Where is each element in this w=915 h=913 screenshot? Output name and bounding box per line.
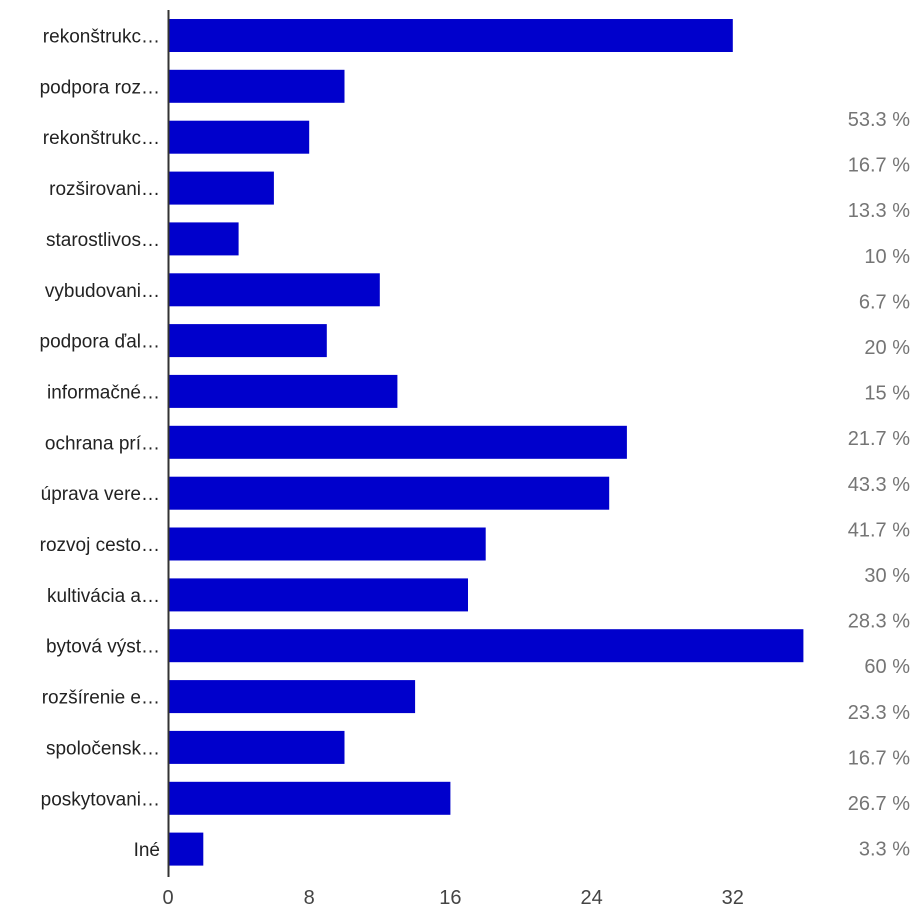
percent-label: 6.7 % (859, 291, 910, 313)
x-tick-label: 16 (439, 887, 461, 909)
bar (168, 629, 804, 663)
bar (168, 680, 416, 714)
x-tick-label: 24 (580, 887, 602, 909)
percent-label: 43.3 % (848, 474, 910, 496)
bar (168, 374, 398, 408)
percent-label: 41.7 % (848, 519, 910, 541)
bar (168, 730, 345, 764)
category-label: poskytovani… (41, 789, 160, 810)
category-label: rozširovani… (49, 179, 160, 200)
category-label: rekonštrukc… (43, 27, 160, 48)
category-labels: rekonštrukc… podpora roz… rekonštrukc… rozš… (40, 27, 160, 862)
percent-label: 16.7 % (848, 155, 910, 177)
bar (168, 222, 239, 256)
bar (168, 476, 610, 510)
x-tick-label: 32 (722, 887, 744, 909)
bar (168, 273, 380, 307)
bar (168, 578, 468, 612)
percent-label: 20 % (864, 337, 910, 359)
bar (168, 425, 627, 459)
category-label: rekonštrukc… (43, 128, 160, 149)
bar (168, 19, 733, 52)
percent-label: 60 % (864, 656, 910, 678)
percent-label: 21.7 % (848, 428, 910, 450)
x-tick-label: 0 (162, 887, 173, 909)
category-label: kultivácia a… (47, 586, 160, 607)
percent-labels: 53.3 % 16.7 % 13.3 % 10 % 6.7 % 20 % 15 % 21.7 … (848, 109, 910, 861)
percent-label: 26.7 % (848, 793, 910, 815)
category-label: spoločensk… (46, 738, 160, 759)
percent-label: 53.3 % (848, 109, 910, 131)
bar (168, 120, 310, 154)
category-label: rozšírenie e… (42, 688, 160, 709)
bar (168, 781, 451, 815)
category-label: starostlivos… (46, 230, 160, 251)
category-label: rozvoj cesto… (40, 535, 160, 556)
bar (168, 69, 345, 103)
percent-label: 10 % (864, 246, 910, 268)
category-label: ochrana prí… (45, 433, 160, 454)
bar (168, 527, 486, 561)
category-label: bytová výst… (46, 637, 160, 658)
category-label: Iné (134, 840, 160, 861)
category-label: podpora ďal… (40, 332, 160, 353)
category-label: podpora roz… (40, 77, 160, 98)
category-label: informačné… (47, 382, 160, 403)
bar (168, 171, 274, 205)
bar (168, 324, 327, 358)
percent-label: 28.3 % (848, 611, 910, 633)
percent-label: 16.7 % (848, 747, 910, 769)
bar (168, 832, 204, 866)
percent-label: 15 % (864, 383, 910, 405)
x-tick-label: 8 (304, 887, 315, 909)
percent-label: 13.3 % (848, 200, 910, 222)
percent-label: 3.3 % (859, 839, 910, 861)
category-label: vybudovani… (45, 281, 160, 302)
x-axis-ticks: 0 8 16 24 32 (162, 887, 743, 909)
category-label: úprava vere… (41, 484, 160, 505)
bars-group (168, 19, 804, 866)
percent-label: 23.3 % (848, 702, 910, 724)
percent-label: 30 % (864, 565, 910, 587)
